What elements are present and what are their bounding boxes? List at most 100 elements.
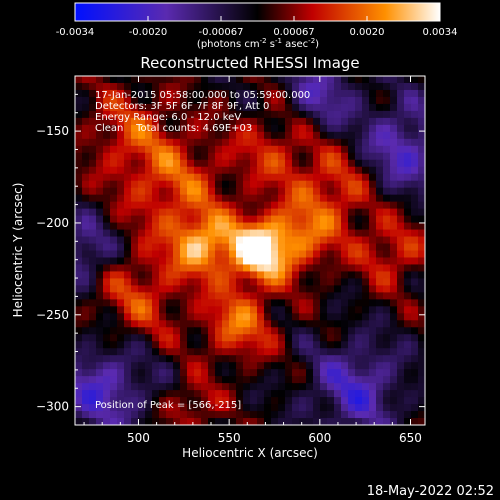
heatmap-cell [166, 411, 174, 419]
heatmap-cell [264, 320, 272, 328]
heatmap-cell [236, 397, 244, 405]
heatmap-cell [327, 348, 335, 356]
heatmap-cell [355, 159, 363, 168]
heatmap-cell [383, 117, 391, 126]
heatmap-cell [173, 173, 181, 182]
heatmap-cell [390, 145, 398, 154]
heatmap-cell [341, 201, 349, 210]
heatmap-cell [173, 299, 181, 307]
heatmap-cell [285, 173, 293, 182]
heatmap-cell [208, 194, 216, 203]
heatmap-cell [334, 222, 342, 231]
heatmap-cell [236, 201, 244, 210]
y-axis-label: Heliocentric Y (arcsec) [11, 183, 25, 318]
heatmap-cell [348, 194, 356, 203]
heatmap-cell [159, 397, 167, 405]
heatmap-cell [215, 152, 223, 161]
heatmap-cell [75, 320, 83, 328]
heatmap-cell [397, 103, 405, 112]
heatmap-cell [89, 215, 97, 224]
heatmap-cell [131, 138, 139, 147]
heatmap-cell [313, 110, 321, 119]
heatmap-cell [348, 82, 356, 91]
heatmap-cell [138, 411, 146, 419]
heatmap-cell [383, 306, 391, 314]
heatmap-cell [89, 236, 97, 245]
heatmap-cell [236, 257, 244, 266]
heatmap-cell [390, 229, 398, 238]
heatmap-cell [299, 362, 307, 370]
heatmap-cell [320, 404, 328, 412]
heatmap-cell [264, 292, 272, 300]
heatmap-cell [159, 187, 167, 196]
heatmap-cell [103, 397, 111, 405]
heatmap-cell [411, 229, 419, 238]
heatmap-cell [152, 166, 160, 175]
heatmap-cell [187, 348, 195, 356]
heatmap-cell [166, 404, 174, 412]
heatmap-cell [89, 89, 97, 98]
heatmap-cell [341, 348, 349, 356]
heatmap-cell [243, 229, 251, 238]
heatmap-cell [75, 145, 83, 154]
heatmap-cell [103, 145, 111, 154]
heatmap-cell [201, 145, 209, 154]
heatmap-cell [152, 117, 160, 126]
heatmap-cell [187, 180, 195, 189]
heatmap-cell [229, 110, 237, 119]
heatmap-cell [75, 418, 83, 425]
heatmap-cell [355, 376, 363, 384]
heatmap-cell [124, 131, 132, 140]
heatmap-cell [75, 124, 83, 133]
heatmap-cell [397, 89, 405, 98]
heatmap-cell [173, 110, 181, 119]
heatmap-cell [313, 166, 321, 175]
heatmap-cell [271, 236, 279, 245]
heatmap-cell [173, 306, 181, 314]
heatmap-cell [327, 376, 335, 384]
heatmap-cell [383, 103, 391, 112]
heatmap-cell [243, 348, 251, 356]
x-tick-label: 550 [218, 431, 241, 445]
heatmap-cell [243, 355, 251, 363]
heatmap-cell [306, 117, 314, 126]
heatmap-cell [89, 271, 97, 280]
heatmap-cell [271, 152, 279, 161]
heatmap-cell [187, 208, 195, 217]
heatmap-cell [390, 159, 398, 168]
heatmap-cell [250, 194, 258, 203]
heatmap-cell [383, 411, 391, 419]
heatmap-cell [138, 131, 146, 140]
heatmap-cell [117, 131, 125, 140]
heatmap-cell [306, 138, 314, 147]
heatmap-cell [397, 152, 405, 161]
heatmap-cell [124, 82, 132, 91]
heatmap-cell [229, 355, 237, 363]
heatmap-cell [299, 76, 307, 84]
heatmap-cell [222, 89, 230, 98]
heatmap-cell [82, 145, 90, 154]
heatmap-cell [159, 285, 167, 293]
heatmap-cell [215, 418, 223, 425]
heatmap-cell [271, 397, 279, 405]
heatmap-cell [299, 334, 307, 342]
heatmap-cell [96, 166, 104, 175]
heatmap-cell [292, 320, 300, 328]
heatmap-cell [411, 418, 419, 425]
heatmap-cell [124, 404, 132, 412]
heatmap-cell [369, 208, 377, 217]
heatmap-cell [243, 278, 251, 286]
heatmap-cell [313, 369, 321, 377]
heatmap-cell [131, 355, 139, 363]
heatmap-cell [306, 292, 314, 300]
heatmap-cell [341, 257, 349, 266]
heatmap-cell [236, 229, 244, 238]
heatmap-cell [390, 278, 398, 286]
heatmap-cell [194, 152, 202, 161]
heatmap-cell [306, 376, 314, 384]
heatmap-cell [187, 320, 195, 328]
heatmap-cell [180, 103, 188, 112]
heatmap-cell [264, 124, 272, 133]
heatmap-cell [117, 411, 125, 419]
heatmap-cell [82, 229, 90, 238]
